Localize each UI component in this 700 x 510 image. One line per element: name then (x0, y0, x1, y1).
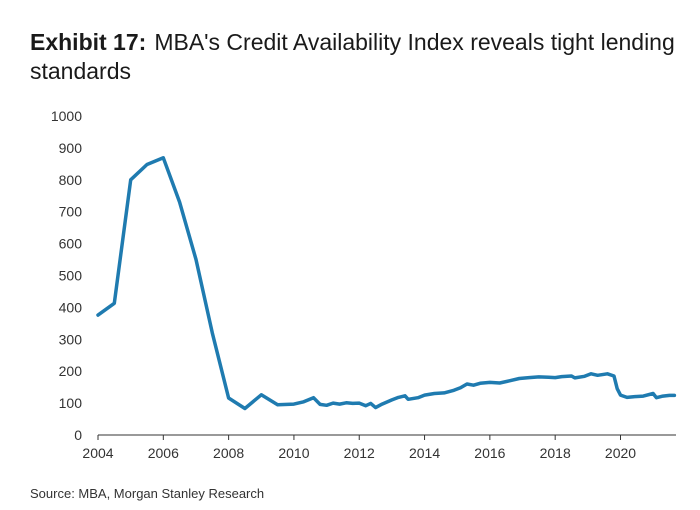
title-text: MBA's Credit Availability Index reveals … (30, 29, 675, 84)
chart-title: Exhibit 17: MBA's Credit Availability Ind… (30, 28, 680, 86)
x-axis-ticks: 2004 2006 2008 2010 2012 2014 2016 2018 2020 (82, 435, 636, 461)
x-tick-label: 2008 (213, 445, 244, 461)
series-line-credit-availability-index (96, 156, 677, 411)
y-tick-label: 400 (59, 299, 83, 315)
x-tick-label: 2004 (82, 445, 113, 461)
y-tick-label: 100 (59, 395, 83, 411)
y-tick-label: 700 (59, 204, 83, 220)
x-tick-label: 2010 (278, 445, 309, 461)
source-note: Source: MBA, Morgan Stanley Research (30, 486, 265, 501)
y-tick-label: 600 (59, 236, 83, 252)
x-tick-label: 2018 (540, 445, 571, 461)
y-axis-ticks: 0 100 200 300 400 500 600 700 800 900 1000 (51, 108, 82, 443)
x-tick-label: 2012 (344, 445, 375, 461)
y-tick-label: 500 (59, 268, 83, 284)
y-tick-label: 1000 (51, 108, 82, 124)
exhibit-label: Exhibit 17: (30, 29, 147, 55)
y-tick-label: 200 (59, 363, 83, 379)
x-tick-label: 2014 (409, 445, 440, 461)
y-tick-label: 0 (74, 427, 82, 443)
y-tick-label: 900 (59, 140, 83, 156)
y-tick-label: 800 (59, 172, 83, 188)
y-tick-label: 300 (59, 331, 83, 347)
x-tick-label: 2006 (148, 445, 179, 461)
x-tick-label: 2020 (605, 445, 636, 461)
x-tick-label: 2016 (474, 445, 505, 461)
